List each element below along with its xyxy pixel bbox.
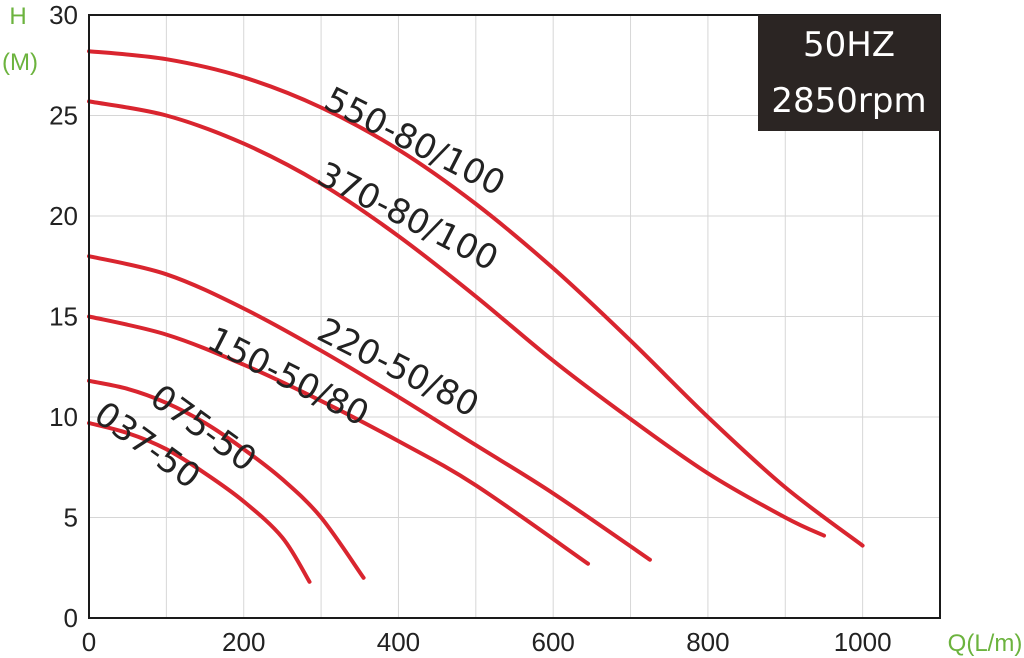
info-box-frequency: 50HZ (803, 25, 895, 65)
info-box: 50HZ 2850rpm (758, 15, 940, 131)
y-tick-label: 15 (49, 302, 78, 332)
series-curve-037-50 (87, 421, 312, 584)
x-tick-label: 1000 (834, 627, 892, 657)
x-tick-label: 200 (222, 627, 265, 657)
y-tick-label: 0 (64, 603, 78, 633)
y-axis-label-unit: (M) (2, 49, 38, 76)
y-tick-label: 10 (49, 402, 78, 432)
series-curves (87, 49, 865, 584)
x-tick-label: 400 (377, 627, 420, 657)
y-tick-label: 30 (49, 0, 78, 30)
series-curve-150-50-80 (87, 314, 590, 566)
x-tick-label: 0 (82, 627, 96, 657)
y-tick-label: 25 (49, 101, 78, 131)
tick-labels: 0 200 400 600 800 1000 0 5 10 15 20 25 30 (49, 0, 891, 657)
info-box-background (758, 15, 940, 131)
series-curve-370-80-100 (87, 99, 826, 538)
curve-labels: 550-80/100 370-80/100 220-50/80 150-50/8… (87, 79, 512, 497)
info-box-speed: 2850rpm (771, 81, 926, 121)
series-curve-075-50 (87, 378, 366, 580)
series-curve-550-80-100 (87, 49, 865, 548)
y-tick-label: 5 (64, 503, 78, 533)
plot-frame (88, 14, 941, 619)
x-tick-label: 600 (531, 627, 574, 657)
y-tick-label: 20 (49, 201, 78, 231)
series-curve-220-50-80 (87, 254, 652, 562)
y-axis-label-h: H (9, 3, 26, 30)
x-axis-label: Q(L/m) (948, 630, 1023, 657)
grid (89, 15, 940, 618)
x-tick-label: 800 (686, 627, 729, 657)
